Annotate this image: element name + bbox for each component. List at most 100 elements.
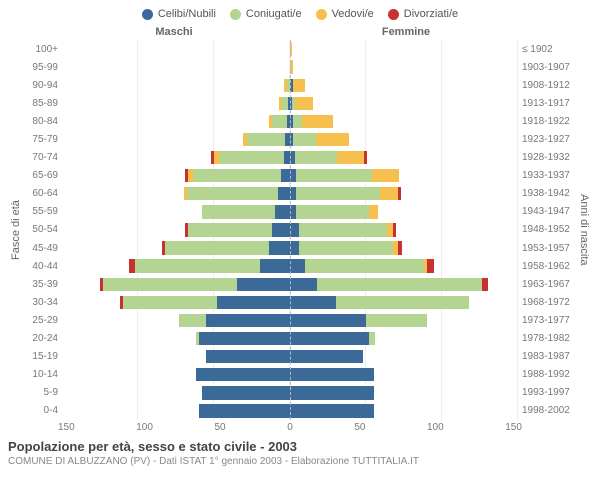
x-axis: 15010050050100150 (8, 422, 592, 433)
bar-row-female (290, 348, 518, 366)
bar-row-female (290, 366, 518, 384)
bar-row-male (62, 112, 290, 130)
bar-seg-single (217, 296, 290, 309)
bar-row-male (62, 185, 290, 203)
bar-row-male (62, 366, 290, 384)
bar-seg-married (299, 223, 387, 236)
bar-seg-married (165, 241, 268, 254)
bar-seg-married (272, 115, 287, 128)
age-labels: 100+95-9990-9485-8980-8475-7970-7465-696… (24, 40, 62, 420)
bar-row-female (290, 185, 518, 203)
bar-seg-single (290, 241, 299, 254)
bar-seg-married (187, 187, 278, 200)
age-label: 85-89 (24, 94, 62, 112)
bar-row-female (290, 58, 518, 76)
bar-seg-single (199, 332, 290, 345)
legend-item: Coniugati/e (230, 8, 302, 20)
birth-label: 1988-1992 (522, 366, 576, 384)
age-label: 30-34 (24, 293, 62, 311)
plot (62, 40, 518, 420)
age-label: 5-9 (24, 384, 62, 402)
bar-seg-single (272, 223, 290, 236)
bar-row-female (290, 275, 518, 293)
birth-label: 1998-2002 (522, 402, 576, 420)
bar-row-male (62, 311, 290, 329)
bar-row-female (290, 203, 518, 221)
birth-label: 1933-1937 (522, 167, 576, 185)
bar-seg-married (293, 133, 316, 146)
bar-row-female (290, 257, 518, 275)
bar-row-male (62, 239, 290, 257)
legend-item: Celibi/Nubili (142, 8, 216, 20)
bar-seg-widowed (372, 169, 399, 182)
bar-seg-widowed (369, 205, 378, 218)
age-label: 15-19 (24, 348, 62, 366)
plot-male (62, 40, 290, 420)
bar-row-female (290, 330, 518, 348)
birth-label: 1943-1947 (522, 203, 576, 221)
x-tick: 0 (287, 422, 293, 433)
bar-seg-married (247, 133, 285, 146)
age-label: 95-99 (24, 58, 62, 76)
bar-seg-married (293, 115, 302, 128)
x-tick: 100 (136, 422, 153, 433)
bar-row-male (62, 203, 290, 221)
bar-row-male (62, 293, 290, 311)
age-label: 60-64 (24, 185, 62, 203)
center-line (290, 40, 291, 420)
bar-seg-married (193, 169, 281, 182)
x-tick: 50 (215, 422, 226, 433)
bar-seg-single (290, 332, 369, 345)
bar-row-male (62, 348, 290, 366)
bar-seg-single (290, 278, 317, 291)
birth-label: ≤ 1902 (522, 40, 576, 58)
birth-label: 1918-1922 (522, 112, 576, 130)
birth-label: 1908-1912 (522, 76, 576, 94)
bar-seg-married (295, 151, 338, 164)
bar-seg-widowed (316, 133, 349, 146)
footer-subtitle: COMUNE DI ALBUZZANO (PV) - Dati ISTAT 1°… (8, 456, 592, 467)
bar-row-female (290, 130, 518, 148)
bar-row-female (290, 94, 518, 112)
bar-seg-divorced (393, 223, 396, 236)
birth-label: 1983-1987 (522, 348, 576, 366)
bar-row-male (62, 221, 290, 239)
legend-item: Divorziati/e (388, 8, 458, 20)
bar-row-male (62, 275, 290, 293)
bar-seg-married (336, 296, 470, 309)
bar-seg-married (296, 205, 369, 218)
bar-seg-married (123, 296, 217, 309)
legend-label: Divorziati/e (404, 8, 458, 20)
x-tick: 150 (58, 422, 75, 433)
bar-row-male (62, 94, 290, 112)
birth-label: 1928-1932 (522, 149, 576, 167)
bar-seg-single (260, 259, 290, 272)
legend-label: Vedovi/e (332, 8, 374, 20)
bar-seg-divorced (364, 151, 367, 164)
bar-seg-single (206, 350, 290, 363)
bar-seg-single (290, 350, 363, 363)
bar-seg-single (199, 404, 290, 417)
bar-seg-married (369, 332, 375, 345)
bar-seg-single (196, 368, 290, 381)
age-label: 25-29 (24, 311, 62, 329)
legend-label: Coniugati/e (246, 8, 302, 20)
legend-swatch (230, 9, 241, 20)
legend-swatch (142, 9, 153, 20)
age-label: 10-14 (24, 366, 62, 384)
bar-seg-single (290, 223, 299, 236)
bar-seg-single (290, 386, 374, 399)
bar-row-male (62, 167, 290, 185)
bar-seg-divorced (427, 259, 435, 272)
bar-seg-single (202, 386, 290, 399)
age-label: 0-4 (24, 402, 62, 420)
bar-row-female (290, 221, 518, 239)
age-label: 75-79 (24, 130, 62, 148)
bar-seg-married (299, 241, 393, 254)
age-label: 40-44 (24, 257, 62, 275)
age-label: 70-74 (24, 149, 62, 167)
bar-row-male (62, 384, 290, 402)
bar-row-female (290, 311, 518, 329)
legend-item: Vedovi/e (316, 8, 374, 20)
bar-seg-single (290, 404, 374, 417)
